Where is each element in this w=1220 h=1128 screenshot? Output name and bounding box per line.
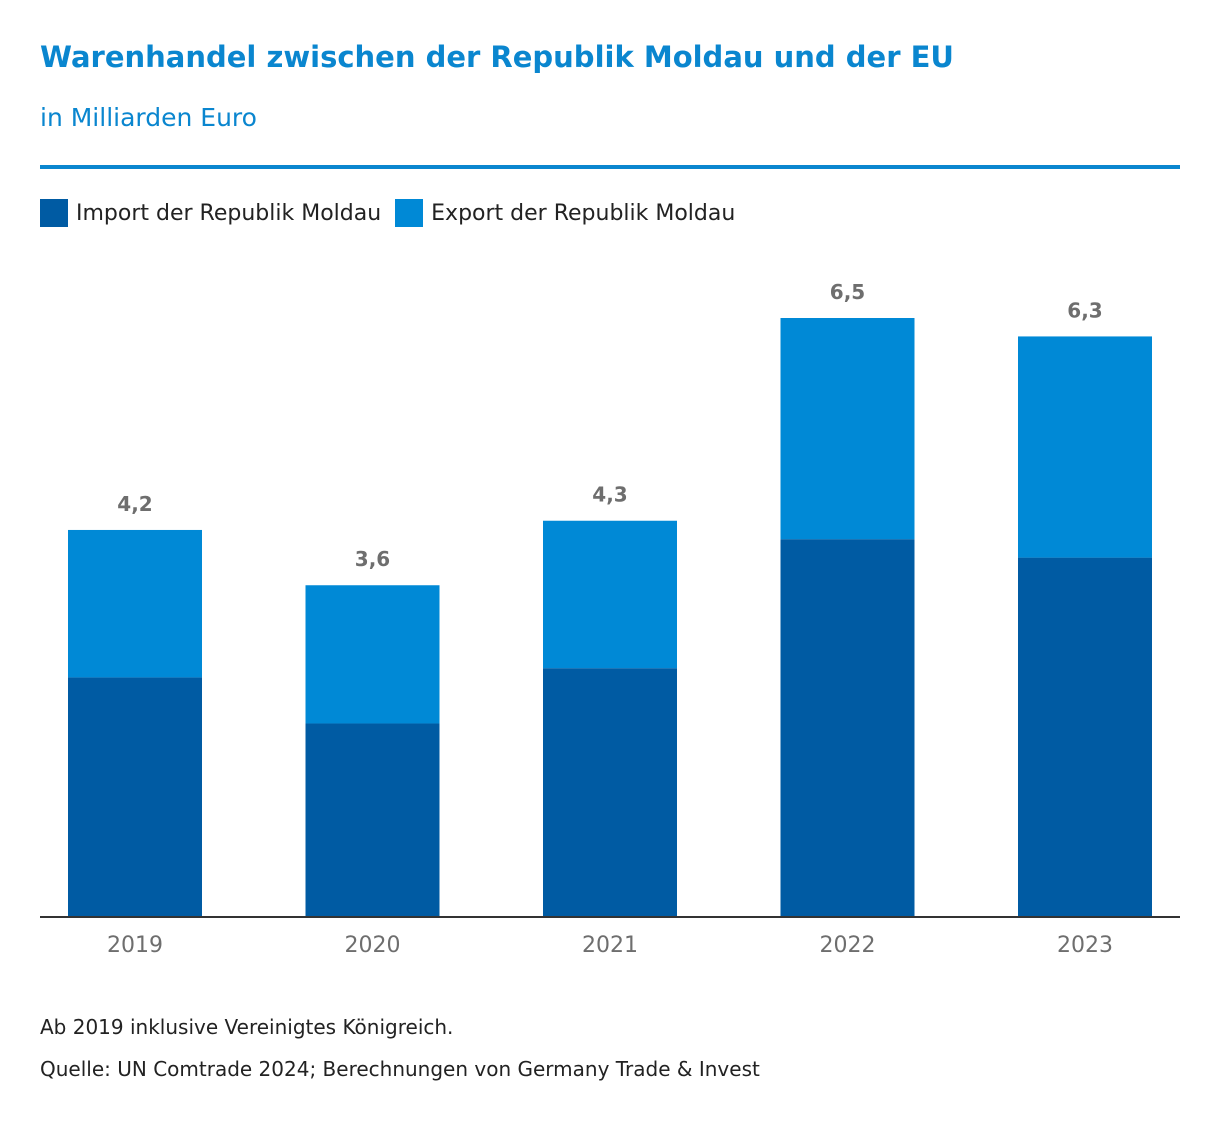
total-label-2023: 6,3 — [1067, 298, 1102, 322]
legend-item-import: Import der Republik Moldau — [40, 199, 381, 227]
legend: Import der Republik Moldau Export der Re… — [40, 199, 749, 227]
x-tick-label-2019: 2019 — [107, 933, 163, 958]
legend-swatch-export — [395, 199, 424, 227]
source-note: Quelle: UN Comtrade 2024; Berechnungen v… — [40, 1057, 760, 1081]
bar-import-2022 — [780, 539, 915, 917]
legend-label-import: Import der Republik Moldau — [76, 200, 382, 226]
bar-export-2019 — [68, 529, 202, 678]
title-divider — [40, 165, 1180, 169]
legend-swatch-import — [40, 199, 68, 227]
bar-import-2023 — [1018, 557, 1152, 917]
legend-item-export: Export der Republik Moldau — [395, 199, 735, 227]
x-tick-label-2022: 2022 — [820, 933, 876, 958]
total-label-2019: 4,2 — [117, 492, 152, 516]
legend-label-export: Export der Republik Moldau — [431, 200, 736, 226]
x-tick-label-2020: 2020 — [345, 933, 401, 958]
bar-import-2021 — [543, 668, 677, 917]
bar-import-2020 — [305, 723, 440, 917]
chart-subtitle: in Milliarden Euro — [40, 103, 257, 132]
chart-title: Warenhandel zwischen der Republik Moldau… — [40, 40, 954, 74]
x-tick-label-2023: 2023 — [1057, 933, 1113, 958]
total-label-2021: 4,3 — [592, 483, 627, 507]
bar-export-2021 — [543, 520, 677, 669]
stacked-bar-chart: 4,2 2019 3,6 2020 4,3 2021 6,5 2022 6,3 2023 — [40, 280, 1180, 958]
x-tick-label-2021: 2021 — [582, 933, 638, 958]
bar-import-2019 — [68, 677, 202, 917]
total-label-2022: 6,5 — [830, 280, 865, 304]
bar-export-2020 — [305, 585, 440, 724]
total-label-2020: 3,6 — [355, 547, 390, 571]
bar-export-2023 — [1018, 336, 1152, 558]
bar-export-2022 — [780, 318, 915, 540]
footnote: Ab 2019 inklusive Vereinigtes Königreich… — [40, 1015, 454, 1039]
